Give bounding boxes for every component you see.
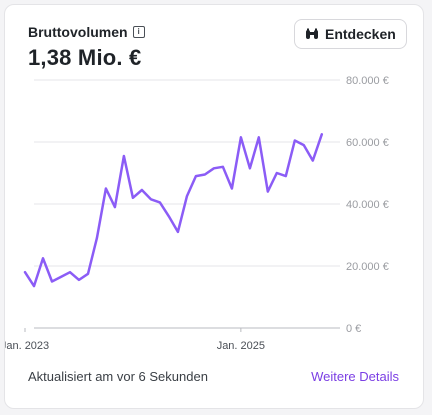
card-header: Bruttovolumen i — [28, 24, 145, 40]
series-line — [23, 133, 324, 288]
y-tick-label: 20.000 € — [346, 261, 389, 273]
gross-volume-card: Bruttovolumen i 1,38 Mio. € Entdecken 0 … — [4, 4, 424, 409]
more-details-link[interactable]: Weitere Details — [311, 369, 399, 384]
y-tick-label: 0 € — [346, 323, 361, 335]
last-updated-text: Aktualisiert am vor 6 Sekunden — [28, 369, 208, 384]
total-value: 1,38 Mio. € — [28, 45, 142, 70]
info-icon[interactable]: i — [132, 26, 145, 38]
explore-button[interactable]: Entdecken — [294, 19, 407, 49]
card-title: Bruttovolumen — [28, 24, 128, 40]
y-tick-label: 60.000 € — [346, 137, 389, 149]
x-tick-label: Jan. 2025 — [217, 340, 265, 352]
gross-volume-chart: 0 € 20.000 € 40.000 € 60.000 € 80.000 € Jan. … — [5, 75, 389, 352]
y-tick-label: 80.000 € — [346, 75, 389, 87]
y-tick-label: 40.000 € — [346, 199, 389, 211]
x-tick-label: Jan. 2023 — [5, 340, 49, 352]
explore-button-label: Entdecken — [325, 26, 396, 42]
binoculars-icon — [306, 28, 318, 39]
